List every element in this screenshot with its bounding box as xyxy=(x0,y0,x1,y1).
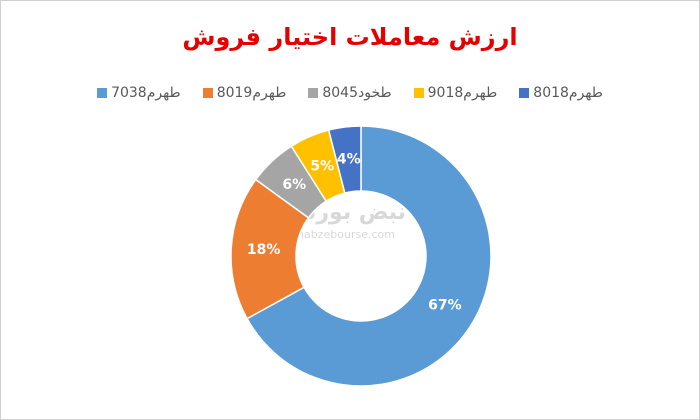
legend-item: طهرم8019 xyxy=(202,85,287,101)
donut-slice xyxy=(327,125,362,194)
legend-label: طهرم7038 xyxy=(111,85,181,101)
legend-label: طهرم8019 xyxy=(216,85,287,101)
data-label: 5% xyxy=(310,159,334,175)
legend-item: طخود8045 xyxy=(308,85,392,101)
legend: طهرم7038 طهرم8019 طخود8045 طهرم9018 طهرم8018 xyxy=(1,85,699,101)
watermark-url: nabzebourse.com xyxy=(297,228,395,241)
donut-slice xyxy=(246,125,492,387)
data-label: 4% xyxy=(337,151,361,167)
data-label: 18% xyxy=(247,242,281,258)
legend-swatch xyxy=(202,88,213,98)
data-label: 67% xyxy=(428,298,462,314)
legend-swatch xyxy=(519,88,530,98)
legend-swatch xyxy=(308,88,319,98)
legend-item: طهرم7038 xyxy=(97,85,181,101)
legend-swatch xyxy=(413,88,424,98)
legend-item: طهرم9018 xyxy=(413,85,498,101)
legend-item: طهرم8018 xyxy=(519,85,603,101)
chart-title: ارزش معاملات اختیار فروش xyxy=(182,23,518,51)
legend-label: طهرم8018 xyxy=(533,85,603,101)
legend-label: طخود8045 xyxy=(322,85,392,101)
legend-label: طهرم9018 xyxy=(427,85,498,101)
donut-slice xyxy=(230,178,310,320)
legend-swatch xyxy=(97,88,108,98)
data-label: 6% xyxy=(282,177,306,193)
